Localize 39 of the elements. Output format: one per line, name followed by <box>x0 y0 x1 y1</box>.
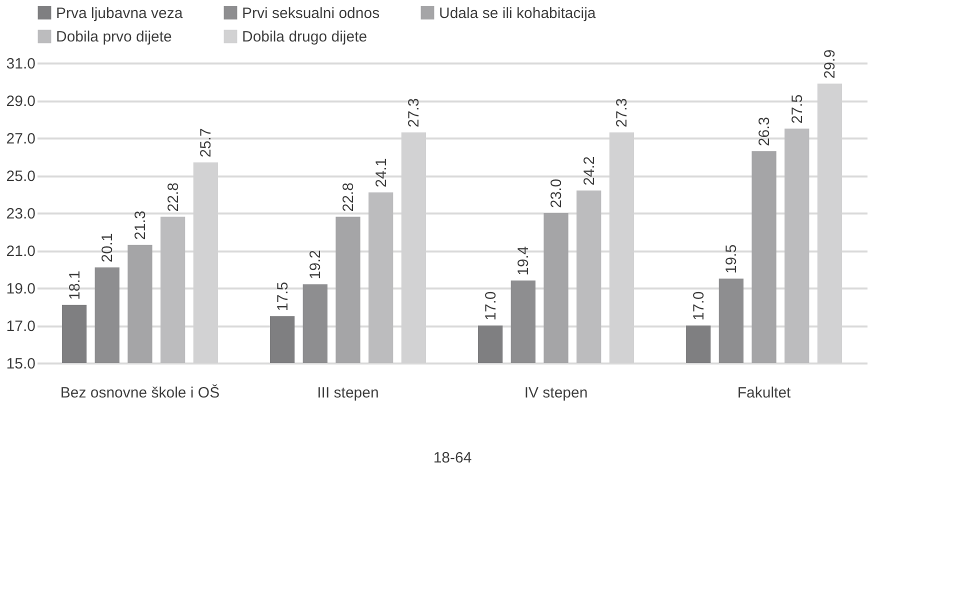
data-label: 19.2 <box>307 250 324 280</box>
x-tick-label: IV stepen <box>524 384 588 402</box>
data-label: 17.0 <box>690 291 708 320</box>
data-label: 17.0 <box>482 291 500 320</box>
data-label: 17.5 <box>274 282 292 312</box>
y-tick-label: 17.0 <box>6 318 36 335</box>
x-axis-title: 18-64 <box>433 450 472 466</box>
y-tick-label: 15.0 <box>6 356 36 372</box>
x-tick-label: Bez osnovne škole i OŠ <box>60 384 220 402</box>
x-tick-label: Fakultet <box>737 384 792 402</box>
legend-label: Dobila drugo dijete <box>242 28 368 46</box>
data-label: 23.0 <box>548 178 566 208</box>
data-label: 19.4 <box>515 246 532 276</box>
legend-label: Udala se ili kohabitacija <box>439 4 596 22</box>
y-tick-label: 19.0 <box>6 280 36 298</box>
legend-label: Dobila prvo dijete <box>56 28 172 46</box>
data-label: 27.5 <box>788 94 806 124</box>
y-tick-label: 31.0 <box>6 56 36 72</box>
y-tick-label: 29.0 <box>6 93 36 110</box>
y-tick-label: 23.0 <box>6 206 36 222</box>
data-label: 24.1 <box>372 158 390 188</box>
y-tick-label: 25.0 <box>6 168 36 185</box>
data-label: 29.9 <box>822 49 839 79</box>
x-tick-label: III stepen <box>317 384 379 402</box>
data-label: 26.3 <box>756 116 774 146</box>
data-label: 22.8 <box>164 182 182 212</box>
y-tick-label: 27.0 <box>6 130 36 148</box>
y-tick-label: 21.0 <box>6 243 36 260</box>
legend-label: Prvi seksualni odnos <box>242 4 380 22</box>
data-label: 21.3 <box>132 210 149 240</box>
data-label: 27.3 <box>406 98 423 128</box>
legend-label: Prva ljubavna veza <box>56 4 184 22</box>
data-label: 20.1 <box>99 233 116 262</box>
data-label: 22.8 <box>340 182 357 212</box>
data-label: 18.1 <box>66 270 84 300</box>
data-label: 24.2 <box>580 156 598 186</box>
data-label: 27.3 <box>614 98 631 128</box>
data-label: 19.5 <box>723 244 740 274</box>
data-label: 25.7 <box>198 128 215 158</box>
